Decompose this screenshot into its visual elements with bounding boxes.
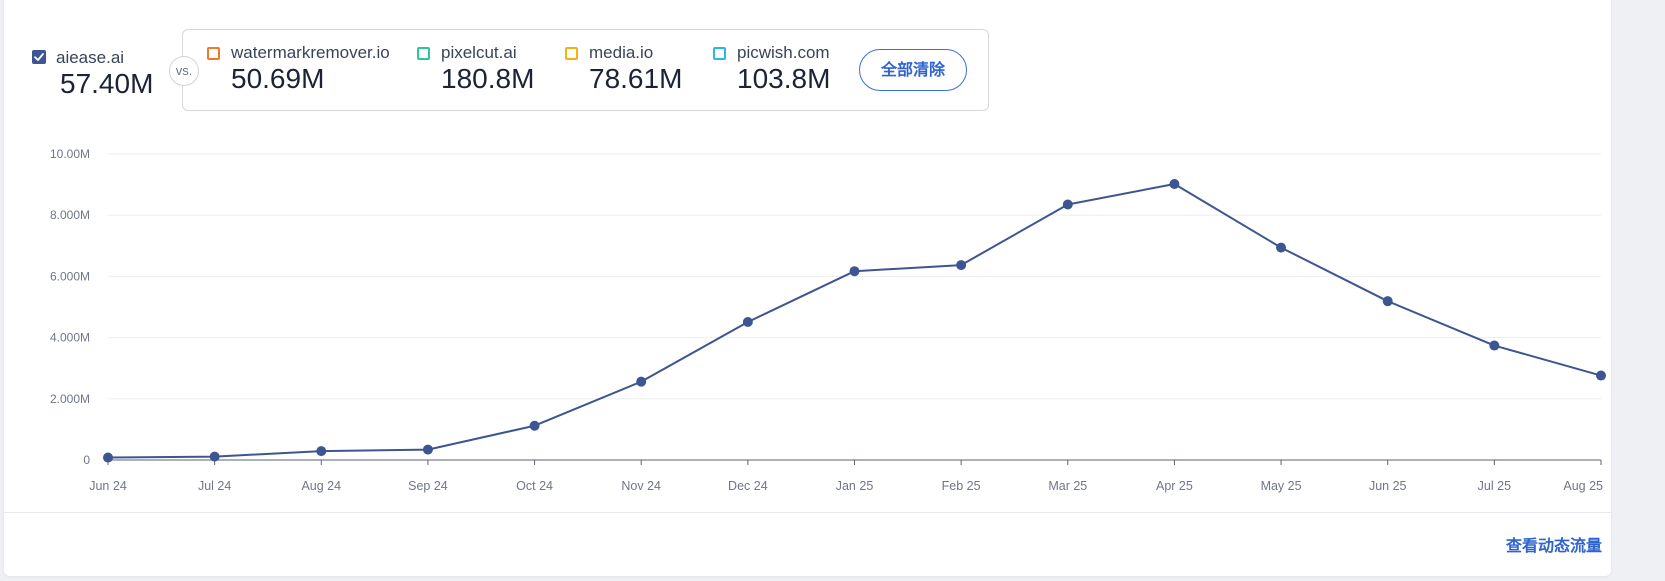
chart-series	[103, 178, 1606, 463]
x-tick-label: May 25	[1261, 479, 1302, 493]
x-tick-label: Oct 24	[516, 479, 553, 493]
primary-site-checkbox[interactable]	[32, 50, 46, 64]
data-point	[316, 446, 327, 457]
y-tick-label: 2.000M	[50, 392, 90, 406]
x-tick-label: Mar 25	[1048, 479, 1087, 493]
data-point	[209, 451, 220, 462]
y-tick-label: 6.000M	[50, 269, 90, 283]
series-line	[107, 182, 1602, 459]
competitor-name: media.io	[589, 43, 654, 62]
competitor-checkbox[interactable]	[565, 47, 578, 60]
clear-all-button[interactable]: 全部清除	[859, 49, 967, 91]
data-point	[1276, 242, 1287, 253]
view-dynamic-traffic-link[interactable]: 查看动态流量	[1505, 536, 1602, 555]
x-tick-label: Sep 24	[408, 479, 448, 493]
data-point	[849, 266, 860, 277]
x-tick-label: Nov 24	[621, 479, 661, 493]
competitor-name: watermarkremover.io	[231, 43, 390, 62]
checkmark-icon	[34, 53, 44, 61]
y-tick-label: 8.000M	[50, 208, 90, 222]
data-point	[636, 376, 647, 387]
competitor-value: 180.8M	[441, 63, 535, 94]
x-tick-label: Aug 25	[1563, 479, 1603, 493]
chart-gridlines	[108, 153, 1601, 400]
data-point	[103, 452, 113, 463]
data-point	[422, 444, 433, 455]
competitor-checkbox[interactable]	[713, 47, 726, 60]
footer-divider	[4, 512, 1611, 513]
competitor-value: 50.69M	[231, 63, 325, 94]
x-tick-label: Aug 24	[301, 479, 341, 493]
x-tick-label: Jan 25	[836, 479, 874, 493]
y-tick-label: 4.000M	[50, 331, 90, 345]
data-point	[1596, 370, 1606, 381]
primary-site-name: aiease.ai	[56, 48, 125, 67]
data-point	[1062, 199, 1073, 210]
data-point	[1169, 178, 1180, 189]
x-tick-label: Feb 25	[942, 479, 981, 493]
data-point	[529, 420, 540, 431]
competitor-name: pixelcut.ai	[441, 43, 517, 62]
x-tick-label: Apr 25	[1156, 479, 1193, 493]
x-axis-ticks: Jun 24 Jul 24 Aug 24 Sep 24 Oct 24 Nov 24 Dec …	[89, 460, 1603, 493]
y-tick-label: 0	[83, 453, 90, 467]
x-tick-label: Jul 24	[198, 479, 231, 493]
x-tick-label: Jul 25	[1478, 479, 1511, 493]
competitor-compare-box: watermarkremover.io 50.69M pixelcut.ai 1…	[182, 29, 989, 111]
competitor-value: 78.61M	[589, 63, 683, 94]
vs-badge: vs.	[169, 56, 199, 86]
x-tick-label: Jun 25	[1369, 479, 1407, 493]
competitor-value: 103.8M	[737, 63, 831, 94]
x-tick-label: Dec 24	[728, 479, 768, 493]
data-point	[1382, 296, 1393, 307]
y-tick-label: 10.00M	[50, 147, 90, 161]
data-point	[1489, 340, 1500, 351]
y-axis-ticks: 0 2.000M 4.000M 6.000M 8.000M 10.00M	[50, 147, 90, 467]
competitor-checkbox[interactable]	[207, 47, 220, 60]
primary-site-value: 57.40M	[60, 68, 154, 99]
data-point	[742, 316, 753, 327]
competitor-name: picwish.com	[737, 43, 830, 62]
traffic-card	[4, 0, 1611, 576]
data-point	[956, 260, 967, 271]
x-tick-label: Jun 24	[89, 479, 127, 493]
competitor-checkbox[interactable]	[417, 47, 430, 60]
